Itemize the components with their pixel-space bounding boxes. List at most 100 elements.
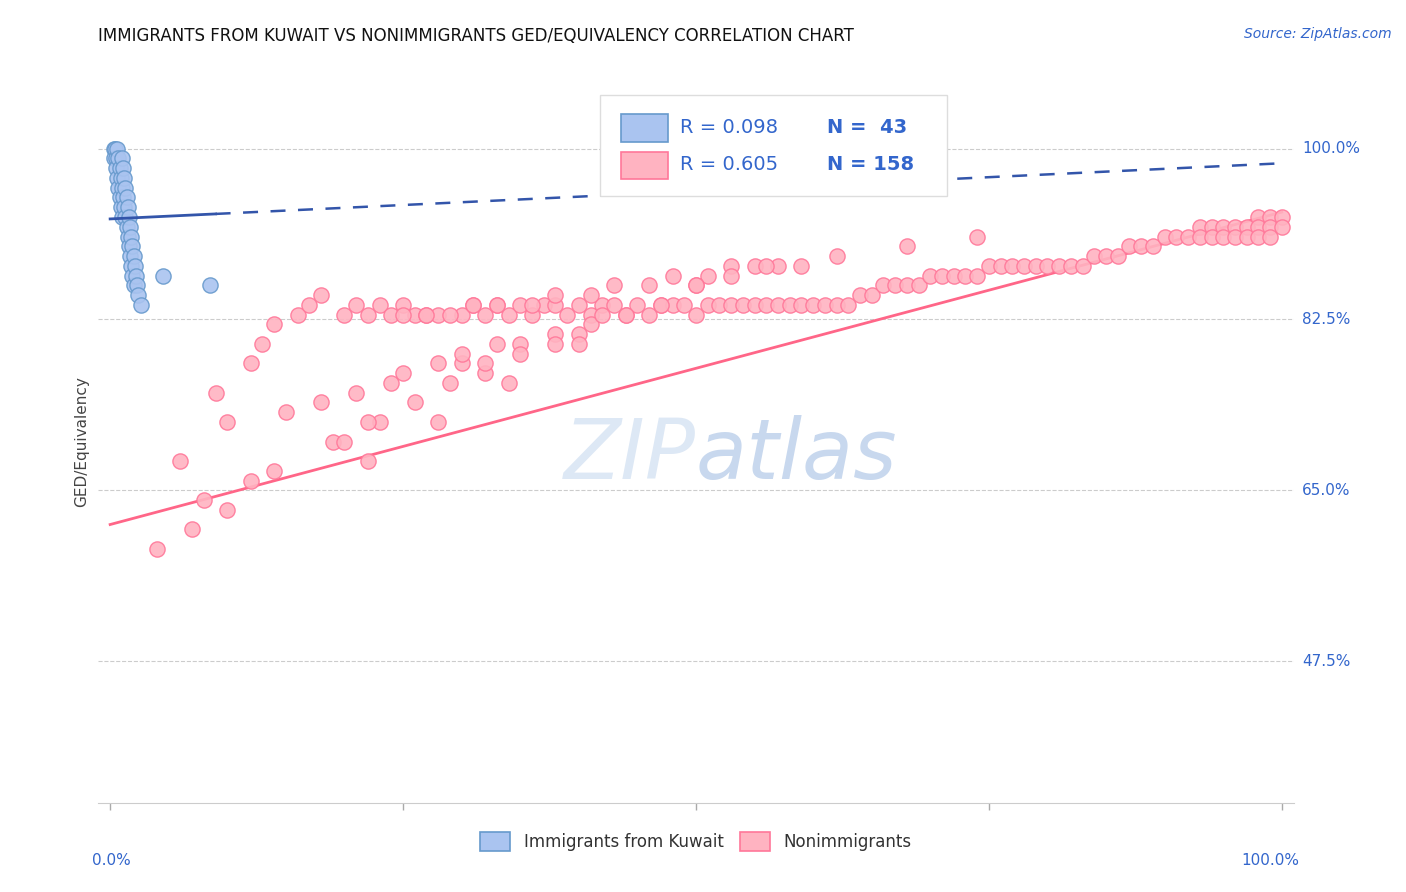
Point: [252, 337, 274, 351]
Point: [955, 268, 977, 283]
FancyBboxPatch shape: [600, 95, 948, 196]
Y-axis label: GED/Equivalency: GED/Equivalency: [75, 376, 89, 507]
Point: [485, 298, 508, 312]
Point: [1271, 219, 1294, 234]
Point: [474, 366, 496, 380]
Point: [498, 376, 520, 390]
Point: [129, 298, 152, 312]
Point: [415, 308, 437, 322]
Point: [333, 434, 356, 449]
Point: [661, 268, 683, 283]
Point: [696, 298, 718, 312]
Point: [309, 288, 332, 302]
Point: [125, 268, 148, 283]
Point: [544, 288, 567, 302]
Point: [638, 308, 661, 322]
Point: [579, 288, 602, 302]
Point: [1188, 229, 1211, 244]
Point: [169, 454, 191, 468]
Point: [579, 308, 602, 322]
Point: [884, 278, 907, 293]
Point: [1012, 259, 1035, 273]
Point: [860, 288, 883, 302]
Point: [650, 298, 672, 312]
Point: [720, 259, 742, 273]
Point: [766, 298, 789, 312]
Point: [146, 541, 169, 556]
Point: [104, 142, 127, 156]
Point: [117, 229, 139, 244]
Point: [755, 259, 778, 273]
Point: [239, 356, 262, 370]
Point: [105, 152, 128, 166]
Point: [392, 298, 415, 312]
Point: [1201, 229, 1223, 244]
Point: [287, 308, 309, 322]
Point: [357, 454, 380, 468]
Point: [896, 239, 918, 253]
Point: [720, 268, 742, 283]
Point: [1247, 219, 1270, 234]
Point: [309, 395, 332, 409]
Point: [579, 318, 602, 332]
Point: [766, 259, 789, 273]
Point: [872, 278, 894, 293]
Point: [105, 170, 128, 185]
Text: ZIP: ZIP: [564, 416, 696, 497]
Point: [849, 288, 872, 302]
Point: [344, 298, 367, 312]
Point: [1236, 219, 1258, 234]
Point: [103, 152, 125, 166]
Point: [509, 337, 531, 351]
Point: [122, 249, 145, 263]
Point: [217, 415, 239, 429]
Text: 100.0%: 100.0%: [1241, 854, 1299, 869]
Point: [439, 308, 461, 322]
Point: [1212, 229, 1234, 244]
Point: [108, 190, 131, 204]
Point: [1036, 259, 1059, 273]
Point: [107, 152, 129, 166]
Point: [568, 337, 591, 351]
Point: [966, 268, 988, 283]
Point: [463, 298, 485, 312]
Text: N = 158: N = 158: [827, 155, 914, 174]
Point: [544, 327, 567, 342]
Point: [392, 366, 415, 380]
Point: [118, 210, 141, 224]
Point: [779, 298, 801, 312]
Point: [755, 298, 778, 312]
Point: [120, 249, 141, 263]
Point: [1047, 259, 1070, 273]
Point: [122, 278, 145, 293]
Point: [1001, 259, 1024, 273]
FancyBboxPatch shape: [620, 114, 668, 142]
Point: [1060, 259, 1083, 273]
Point: [263, 464, 285, 478]
Point: [603, 298, 626, 312]
Point: [533, 298, 555, 312]
Point: [1271, 210, 1294, 224]
Point: [1247, 229, 1270, 244]
Point: [520, 298, 543, 312]
Point: [591, 308, 613, 322]
Point: [111, 210, 134, 224]
Point: [439, 376, 461, 390]
Point: [114, 210, 136, 224]
Point: [638, 278, 661, 293]
Point: [1025, 259, 1047, 273]
Point: [509, 298, 531, 312]
Point: [111, 180, 134, 194]
Point: [115, 219, 138, 234]
Point: [450, 356, 472, 370]
Point: [368, 298, 391, 312]
Point: [463, 298, 485, 312]
FancyBboxPatch shape: [620, 152, 668, 179]
Text: R = 0.605: R = 0.605: [681, 155, 779, 174]
Point: [105, 161, 128, 176]
Point: [127, 288, 149, 302]
Point: [117, 200, 139, 214]
Point: [720, 298, 742, 312]
Point: [120, 259, 142, 273]
Point: [105, 142, 128, 156]
